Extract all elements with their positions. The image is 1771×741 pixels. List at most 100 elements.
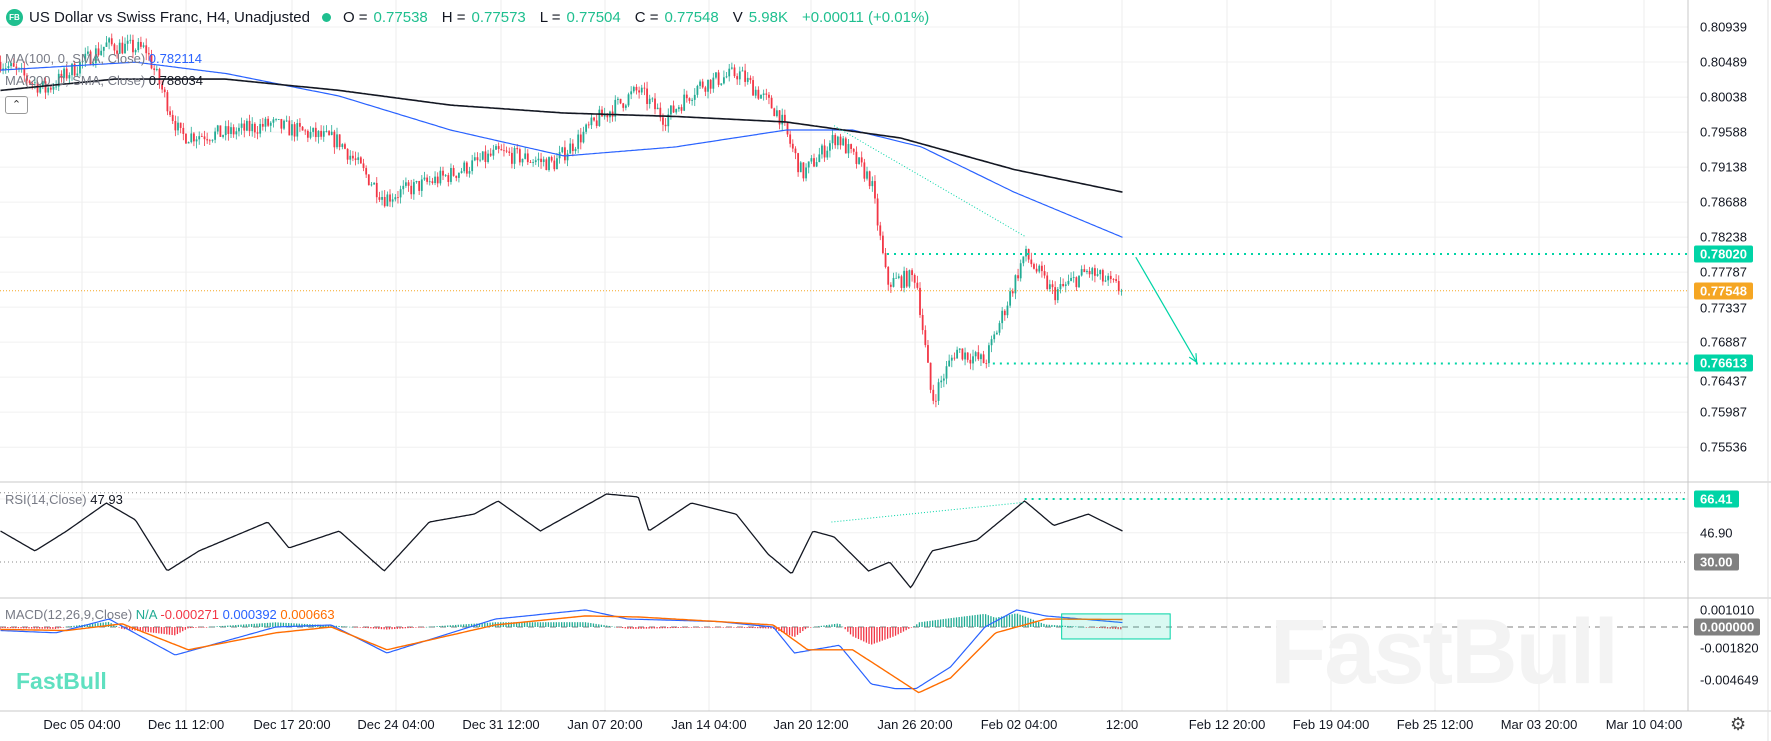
candle [214, 131, 217, 140]
macd-histogram-bar [788, 627, 791, 636]
candle [799, 162, 802, 173]
macd-histogram-bar [1003, 615, 1005, 627]
candle [1101, 270, 1104, 282]
candle [1120, 290, 1123, 292]
candle [802, 162, 805, 179]
candle [632, 86, 635, 92]
macd-histogram-bar [1069, 626, 1072, 627]
high-label: H = [441, 9, 466, 26]
candle [696, 85, 699, 95]
candle [741, 70, 744, 72]
candle [590, 117, 593, 126]
macd-histogram-bar [65, 626, 67, 628]
candle [195, 139, 198, 142]
ma200-legend[interactable]: MA(200, 0, SMA, Close) 0.788034 [5, 73, 203, 88]
macd-histogram-bar [465, 624, 467, 627]
candle [259, 123, 262, 134]
macd-histogram-bar [36, 627, 38, 629]
candle [601, 109, 603, 117]
macd-histogram-bar [693, 627, 695, 628]
macd-histogram-bar [916, 624, 918, 627]
candle [839, 136, 842, 146]
macd-histogram-bar [990, 616, 992, 627]
candle [948, 360, 951, 367]
macd-na: N/A [135, 607, 157, 622]
candle [762, 93, 765, 95]
candle [836, 136, 839, 146]
candle [540, 158, 542, 163]
candle [442, 170, 444, 176]
volume-label: V [732, 9, 743, 26]
macd-histogram-bar [505, 622, 507, 627]
macd-histogram-bar [351, 626, 353, 628]
candle [821, 145, 823, 155]
symbol-title: US Dollar vs Swiss Franc, H4, Unadjusted [29, 9, 310, 26]
macd-histogram-bar [38, 627, 41, 629]
candle [79, 62, 81, 74]
candle [1030, 259, 1033, 265]
macd-histogram-bar [592, 623, 595, 627]
macd-histogram-bar [685, 627, 687, 628]
macd-histogram-bar [656, 627, 658, 629]
macd-histogram-bar [325, 625, 327, 627]
candle [31, 82, 34, 84]
candle [770, 97, 773, 109]
macd-histogram-bar [537, 622, 539, 627]
settings-gear-icon[interactable]: ⚙ [1730, 714, 1747, 734]
macd-histogram-bar [672, 627, 674, 629]
macd-histogram-bar [327, 625, 330, 627]
macd-histogram-bar [619, 627, 621, 628]
macd-histogram-bar [712, 627, 714, 628]
candle [919, 287, 921, 315]
candle [420, 179, 423, 191]
macd-histogram-bar [653, 627, 656, 629]
candle [269, 122, 272, 126]
candle [511, 152, 513, 164]
macd-histogram-bar [510, 622, 512, 627]
candle [643, 87, 646, 89]
macd-histogram-bar [280, 622, 282, 627]
candle [147, 53, 150, 55]
macd-histogram-bar [576, 622, 579, 627]
chevron-up-icon[interactable]: ⌃ [5, 96, 28, 114]
macd-histogram-bar [216, 626, 218, 627]
candle [982, 354, 985, 364]
macd-histogram-bar [195, 627, 197, 628]
time-axis-label: Dec 17 20:00 [253, 717, 331, 732]
candle [243, 123, 246, 131]
macd-histogram-bar [200, 627, 202, 628]
candle [805, 167, 807, 179]
candle [924, 330, 927, 346]
ma100-value: 0.782114 [148, 51, 203, 66]
macd-histogram-bar [886, 627, 889, 639]
candle [487, 153, 489, 162]
candle [65, 68, 68, 79]
candle [81, 60, 84, 63]
candle [39, 86, 42, 93]
macd-histogram-bar [738, 627, 740, 628]
candle [415, 181, 418, 183]
macd-histogram-bar [802, 627, 804, 632]
macd-histogram-bar [343, 626, 345, 627]
macd-histogram-bar [982, 614, 984, 627]
candle [1017, 275, 1019, 279]
ma100-legend[interactable]: MA(100, 0, SMA, Close) 0.782114 [5, 51, 202, 66]
macd-histogram-bar [844, 627, 846, 630]
candle [1115, 279, 1118, 281]
macd-histogram-bar [921, 621, 923, 627]
macd-label: MACD(12,26,9,Close) [5, 607, 133, 622]
candle [1070, 277, 1072, 281]
candle [489, 153, 492, 156]
candle [26, 75, 28, 81]
candle [672, 105, 675, 113]
macd-legend[interactable]: MACD(12,26,9,Close) N/A -0.000271 0.0003… [5, 607, 335, 622]
candle [545, 159, 548, 171]
candle [582, 131, 585, 143]
candle [1109, 275, 1112, 280]
candle [431, 181, 434, 184]
rsi-legend[interactable]: RSI(14,Close) 47.93 [5, 492, 123, 507]
candle [1080, 269, 1083, 276]
candle [272, 119, 275, 123]
macd-histogram-bar [871, 627, 873, 645]
